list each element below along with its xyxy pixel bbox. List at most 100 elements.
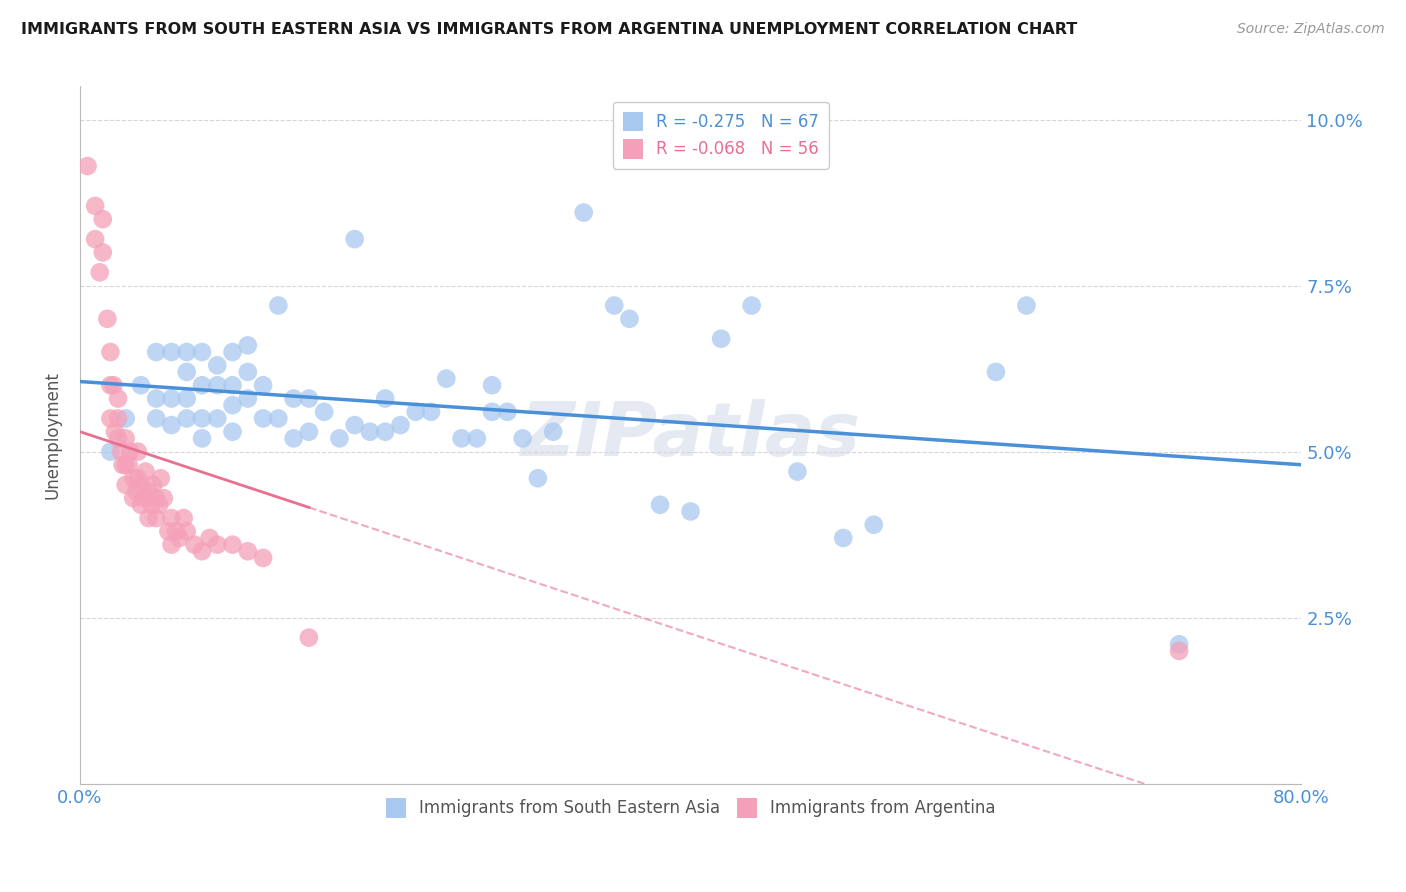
Point [221, 538, 243, 552]
Point [107, 431, 129, 445]
Point [127, 471, 149, 485]
Point [173, 511, 195, 525]
Point [207, 411, 229, 425]
Point [142, 478, 165, 492]
Point [160, 538, 183, 552]
Point [465, 431, 488, 445]
Point [207, 538, 229, 552]
Point [832, 531, 855, 545]
Point [145, 411, 167, 425]
Point [603, 299, 626, 313]
Point [572, 205, 595, 219]
Point [191, 431, 214, 445]
Point [298, 425, 321, 439]
Point [145, 345, 167, 359]
Point [648, 498, 671, 512]
Point [160, 418, 183, 433]
Text: IMMIGRANTS FROM SOUTH EASTERN ASIA VS IMMIGRANTS FROM ARGENTINA UNEMPLOYMENT COR: IMMIGRANTS FROM SOUTH EASTERN ASIA VS IM… [21, 22, 1077, 37]
Point [984, 365, 1007, 379]
Point [236, 544, 259, 558]
Point [236, 365, 259, 379]
Legend: Immigrants from South Eastern Asia, Immigrants from Argentina: Immigrants from South Eastern Asia, Immi… [380, 791, 1002, 824]
Point [389, 418, 412, 433]
Point [619, 311, 641, 326]
Point [107, 411, 129, 425]
Point [191, 411, 214, 425]
Point [122, 471, 145, 485]
Point [710, 332, 733, 346]
Point [374, 392, 396, 406]
Point [176, 345, 198, 359]
Point [374, 425, 396, 439]
Point [114, 431, 136, 445]
Point [450, 431, 472, 445]
Point [176, 392, 198, 406]
Point [160, 511, 183, 525]
Point [267, 299, 290, 313]
Point [167, 531, 190, 545]
Point [107, 392, 129, 406]
Point [76, 159, 98, 173]
Point [252, 411, 274, 425]
Point [221, 398, 243, 412]
Point [191, 378, 214, 392]
Point [496, 405, 519, 419]
Point [359, 425, 381, 439]
Point [91, 212, 114, 227]
Point [183, 538, 205, 552]
Point [420, 405, 443, 419]
Point [114, 458, 136, 472]
Point [145, 511, 167, 525]
Point [298, 392, 321, 406]
Point [148, 498, 170, 512]
Point [125, 484, 148, 499]
Y-axis label: Unemployment: Unemployment [44, 371, 60, 499]
Point [343, 232, 366, 246]
Point [103, 378, 125, 392]
Point [221, 425, 243, 439]
Text: Source: ZipAtlas.com: Source: ZipAtlas.com [1237, 22, 1385, 37]
Point [314, 405, 336, 419]
Point [160, 345, 183, 359]
Point [786, 465, 808, 479]
Point [122, 491, 145, 505]
Point [236, 392, 259, 406]
Point [84, 232, 107, 246]
Point [405, 405, 427, 419]
Point [267, 411, 290, 425]
Point [328, 431, 350, 445]
Point [153, 491, 176, 505]
Point [157, 524, 180, 539]
Point [138, 511, 160, 525]
Point [252, 550, 274, 565]
Point [138, 484, 160, 499]
Point [1168, 637, 1191, 651]
Point [145, 491, 167, 505]
Point [100, 345, 122, 359]
Point [191, 544, 214, 558]
Point [118, 458, 141, 472]
Point [176, 524, 198, 539]
Point [111, 458, 134, 472]
Point [149, 471, 172, 485]
Point [741, 299, 763, 313]
Point [198, 531, 221, 545]
Point [114, 478, 136, 492]
Point [176, 365, 198, 379]
Point [343, 418, 366, 433]
Point [679, 504, 702, 518]
Point [176, 411, 198, 425]
Point [283, 392, 305, 406]
Point [91, 245, 114, 260]
Point [298, 631, 321, 645]
Point [527, 471, 550, 485]
Point [120, 444, 142, 458]
Point [145, 392, 167, 406]
Point [252, 378, 274, 392]
Point [481, 405, 503, 419]
Point [1015, 299, 1038, 313]
Point [862, 517, 884, 532]
Point [1168, 644, 1191, 658]
Point [512, 431, 534, 445]
Point [141, 498, 163, 512]
